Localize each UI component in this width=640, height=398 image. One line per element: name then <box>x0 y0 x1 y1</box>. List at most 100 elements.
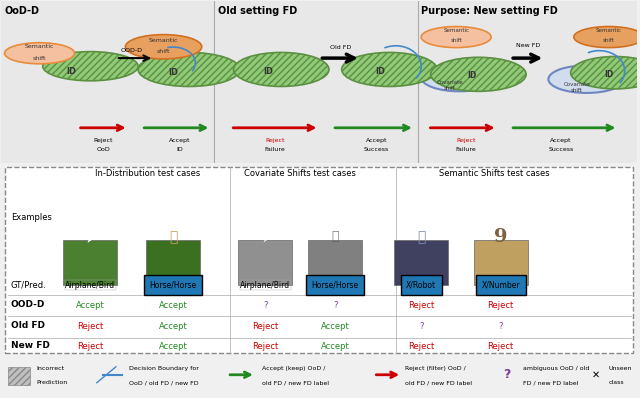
Text: shift: shift <box>157 49 170 54</box>
Text: Semantic: Semantic <box>149 38 179 43</box>
Text: class: class <box>609 380 625 385</box>
Text: ✈: ✈ <box>83 227 99 246</box>
Text: Old FD: Old FD <box>11 322 45 330</box>
Text: Examples: Examples <box>11 213 52 222</box>
Ellipse shape <box>4 43 74 64</box>
FancyBboxPatch shape <box>146 240 200 285</box>
Text: Old setting FD: Old setting FD <box>218 6 297 16</box>
Text: OOD-D: OOD-D <box>11 300 45 309</box>
Text: ?: ? <box>333 301 337 310</box>
Text: Covariate Shifts test cases: Covariate Shifts test cases <box>244 169 356 178</box>
Text: Semantic: Semantic <box>25 44 54 49</box>
Text: Accept: Accept <box>159 301 188 310</box>
Text: X/Number: X/Number <box>481 281 520 290</box>
Text: Unseen: Unseen <box>609 365 632 371</box>
Text: 9: 9 <box>494 228 508 246</box>
Ellipse shape <box>234 53 329 86</box>
Text: FD / new FD label: FD / new FD label <box>523 380 579 385</box>
Text: Reject: Reject <box>252 342 278 351</box>
Text: ?: ? <box>419 322 424 332</box>
Text: Purpose: New setting FD: Purpose: New setting FD <box>421 6 558 16</box>
Text: Reject: Reject <box>408 301 435 310</box>
Text: Horse/Horse: Horse/Horse <box>312 281 359 290</box>
Text: ✕: ✕ <box>592 370 600 380</box>
Text: Accept: Accept <box>76 301 105 310</box>
Text: 🐴: 🐴 <box>332 230 339 244</box>
Text: Accept: Accept <box>169 138 190 142</box>
Text: Accept: Accept <box>159 342 188 351</box>
Text: Failure: Failure <box>455 147 476 152</box>
Ellipse shape <box>548 65 625 93</box>
Text: Airplane/Bird: Airplane/Bird <box>65 281 115 290</box>
Text: old FD / new FD label: old FD / new FD label <box>405 380 472 385</box>
FancyBboxPatch shape <box>4 167 633 353</box>
Text: Success: Success <box>364 147 389 152</box>
Text: Accept: Accept <box>321 322 349 332</box>
Text: In-Distribution test cases: In-Distribution test cases <box>95 169 200 178</box>
Text: OOD-D: OOD-D <box>121 48 143 53</box>
Ellipse shape <box>574 27 640 48</box>
Text: Reject: Reject <box>265 138 285 142</box>
Text: Covariate: Covariate <box>436 80 463 85</box>
FancyBboxPatch shape <box>394 240 448 285</box>
Text: Semantic: Semantic <box>443 28 469 33</box>
Text: Semantic Shifts test cases: Semantic Shifts test cases <box>439 169 550 178</box>
Text: ID: ID <box>467 71 477 80</box>
Ellipse shape <box>571 57 640 89</box>
Text: Reject: Reject <box>488 301 514 310</box>
Text: Accept: Accept <box>159 322 188 332</box>
Text: shift: shift <box>450 38 462 43</box>
Text: OoD-D: OoD-D <box>4 6 40 16</box>
FancyBboxPatch shape <box>474 240 528 285</box>
Text: ID: ID <box>604 70 613 79</box>
Text: Prediction: Prediction <box>36 380 68 385</box>
Text: Reject: Reject <box>456 138 476 142</box>
Ellipse shape <box>125 35 202 59</box>
Text: Accept (keep) OoD /: Accept (keep) OoD / <box>262 365 326 371</box>
FancyBboxPatch shape <box>308 240 362 285</box>
Text: ID: ID <box>264 66 273 76</box>
Text: 🐴: 🐴 <box>169 230 177 244</box>
Text: ?: ? <box>499 322 503 332</box>
Ellipse shape <box>431 57 526 91</box>
Text: Decision Boundary for: Decision Boundary for <box>129 365 198 371</box>
Text: OoD: OoD <box>96 147 110 152</box>
Text: old FD / new FD label: old FD / new FD label <box>262 380 329 385</box>
Text: shift: shift <box>603 38 615 43</box>
Text: Reject: Reject <box>93 138 113 142</box>
Ellipse shape <box>342 53 437 86</box>
Text: ID: ID <box>67 66 76 76</box>
Text: Reject (filter) OoD /: Reject (filter) OoD / <box>405 365 466 371</box>
Text: Success: Success <box>548 147 573 152</box>
Text: GT/Pred.: GT/Pred. <box>11 281 47 290</box>
Ellipse shape <box>421 64 497 91</box>
Ellipse shape <box>421 27 491 48</box>
Text: Failure: Failure <box>264 147 285 152</box>
Text: New FD: New FD <box>516 43 540 49</box>
Text: Reject: Reject <box>408 342 435 351</box>
Text: ?: ? <box>263 301 268 310</box>
Text: ID: ID <box>375 66 385 76</box>
Text: Accept: Accept <box>550 138 572 142</box>
Text: Accept: Accept <box>366 138 387 142</box>
Text: ?: ? <box>503 368 511 381</box>
Text: Old FD: Old FD <box>330 45 351 50</box>
Text: shift: shift <box>33 56 46 60</box>
Text: ID: ID <box>176 147 183 152</box>
Text: 🤖: 🤖 <box>417 230 426 244</box>
Text: shift: shift <box>571 88 583 93</box>
Text: OoD / old FD / new FD: OoD / old FD / new FD <box>129 380 198 385</box>
Text: Semantic: Semantic <box>596 28 622 33</box>
Text: X/Robot: X/Robot <box>406 281 436 290</box>
Text: ✈: ✈ <box>259 228 272 246</box>
Text: Reject: Reject <box>77 342 104 351</box>
Ellipse shape <box>43 52 138 81</box>
FancyBboxPatch shape <box>63 240 118 285</box>
FancyBboxPatch shape <box>238 240 292 285</box>
Text: Covariate: Covariate <box>564 82 590 86</box>
Text: Reject: Reject <box>488 342 514 351</box>
Text: ambiguous OoD / old: ambiguous OoD / old <box>523 365 589 371</box>
Text: Reject: Reject <box>252 322 278 332</box>
Text: Airplane/Bird: Airplane/Bird <box>240 281 291 290</box>
FancyBboxPatch shape <box>8 367 30 385</box>
